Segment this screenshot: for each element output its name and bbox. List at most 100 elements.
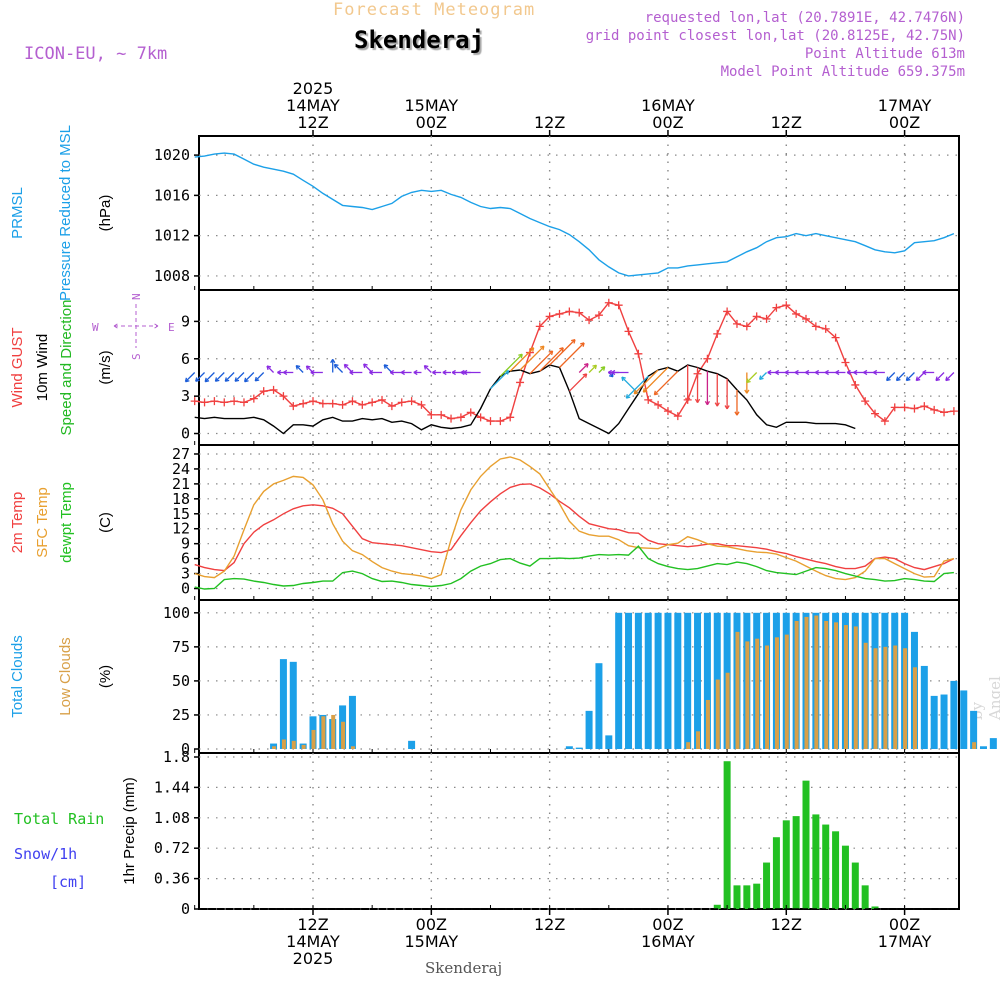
bar bbox=[331, 714, 336, 749]
ytick-label: 9 bbox=[181, 535, 190, 553]
gust-marker bbox=[732, 319, 741, 328]
wind-vector-head bbox=[389, 369, 395, 376]
bar bbox=[615, 612, 623, 749]
top-tick-label: 00Z bbox=[652, 113, 683, 132]
wind-vector bbox=[759, 372, 768, 380]
gust-marker bbox=[654, 400, 663, 409]
wind-vector bbox=[642, 367, 669, 393]
wind-vector-head bbox=[349, 369, 354, 376]
wind-vector-head bbox=[863, 369, 868, 376]
bar bbox=[348, 695, 356, 749]
gust-marker bbox=[230, 397, 239, 406]
gust-marker bbox=[821, 324, 830, 333]
wind-vector-head bbox=[383, 364, 389, 369]
panel-unit: (%) bbox=[97, 665, 114, 688]
series-line bbox=[194, 152, 955, 277]
series-line bbox=[194, 483, 955, 572]
wind-vector bbox=[896, 372, 906, 381]
gust-marker bbox=[782, 301, 791, 310]
wind-vector-head bbox=[592, 364, 597, 370]
wind-vector-head bbox=[214, 377, 220, 382]
wind-vector-head bbox=[400, 369, 405, 376]
wind-vector-head bbox=[805, 369, 810, 376]
bar bbox=[311, 729, 316, 749]
wind-vector-head bbox=[369, 369, 374, 376]
series-line bbox=[194, 364, 856, 435]
bar bbox=[694, 612, 702, 749]
wind-vector-head bbox=[835, 369, 840, 376]
wind-vector-head bbox=[432, 369, 437, 376]
bar bbox=[920, 665, 928, 749]
ytick-label: 9 bbox=[181, 312, 190, 330]
gust-marker bbox=[516, 378, 525, 387]
ytick-label: 1012 bbox=[154, 227, 190, 245]
bar bbox=[873, 648, 878, 749]
bar bbox=[281, 739, 286, 749]
wind-vector-head bbox=[234, 377, 240, 382]
wind-vector-head bbox=[570, 339, 576, 344]
model-label: ICON-EU, ~ 7km bbox=[24, 44, 168, 64]
gust-marker bbox=[871, 409, 880, 418]
bar bbox=[960, 690, 968, 749]
bar bbox=[705, 699, 710, 749]
wind-vector-head bbox=[714, 402, 720, 407]
wind-vector-head bbox=[548, 350, 554, 356]
gust-marker bbox=[585, 316, 594, 325]
bottom-tick-label: 2025 bbox=[293, 949, 334, 968]
wind-vector-head bbox=[794, 369, 799, 376]
wind-vector bbox=[886, 372, 896, 381]
panel-label: SFC Temp bbox=[34, 487, 51, 558]
ytick-label: 0.36 bbox=[154, 870, 190, 888]
wind-vector-head bbox=[204, 377, 210, 383]
wind-vector-head bbox=[724, 405, 730, 410]
bar bbox=[871, 906, 879, 909]
bar bbox=[792, 816, 800, 909]
bar bbox=[565, 746, 573, 749]
wind-vector-head bbox=[824, 369, 829, 376]
wind-vector bbox=[383, 364, 393, 373]
ytick-label: 0 bbox=[181, 740, 190, 758]
gust-marker bbox=[269, 385, 278, 394]
wind-vector-head bbox=[774, 369, 780, 376]
wind-vector-head bbox=[915, 376, 921, 382]
wind-vector-head bbox=[580, 342, 585, 347]
gust-marker bbox=[496, 417, 505, 426]
gust-marker bbox=[200, 398, 209, 407]
gust-marker bbox=[378, 395, 387, 404]
ytick-label: 1.08 bbox=[154, 809, 190, 827]
panel-label: dewpt Temp bbox=[58, 482, 75, 563]
wind-vector-head bbox=[846, 369, 851, 376]
gust-marker bbox=[417, 400, 426, 409]
gust-marker bbox=[772, 303, 781, 312]
legend-snow-unit: [cm] bbox=[50, 873, 86, 891]
bar bbox=[893, 645, 898, 749]
gust-marker bbox=[723, 307, 732, 316]
bar bbox=[713, 904, 721, 909]
gust-marker bbox=[742, 322, 751, 331]
ytick-label: 1016 bbox=[154, 186, 190, 204]
wind-vector-head bbox=[460, 369, 465, 376]
wind-vector-head bbox=[759, 375, 764, 381]
gust-marker bbox=[663, 407, 672, 416]
panel-unit: (m/s) bbox=[97, 350, 114, 384]
bar bbox=[822, 824, 830, 909]
gust-marker bbox=[309, 397, 317, 406]
bar bbox=[715, 679, 720, 749]
ytick-label: 3 bbox=[181, 565, 190, 583]
panel-label: Low Clouds bbox=[57, 637, 74, 715]
bar bbox=[745, 641, 750, 749]
panel-label: 2m Temp bbox=[9, 492, 26, 553]
wind-vector bbox=[234, 372, 245, 382]
wind-vector-head bbox=[343, 363, 349, 369]
gust-marker bbox=[210, 397, 219, 406]
gust-marker bbox=[802, 314, 810, 323]
wind-vector-head bbox=[559, 347, 564, 352]
wind-vector bbox=[915, 372, 925, 381]
bar bbox=[763, 862, 771, 909]
gust-marker bbox=[920, 402, 929, 411]
gust-marker bbox=[368, 398, 377, 407]
ytick-label: 6 bbox=[181, 350, 190, 368]
bar bbox=[843, 625, 848, 749]
